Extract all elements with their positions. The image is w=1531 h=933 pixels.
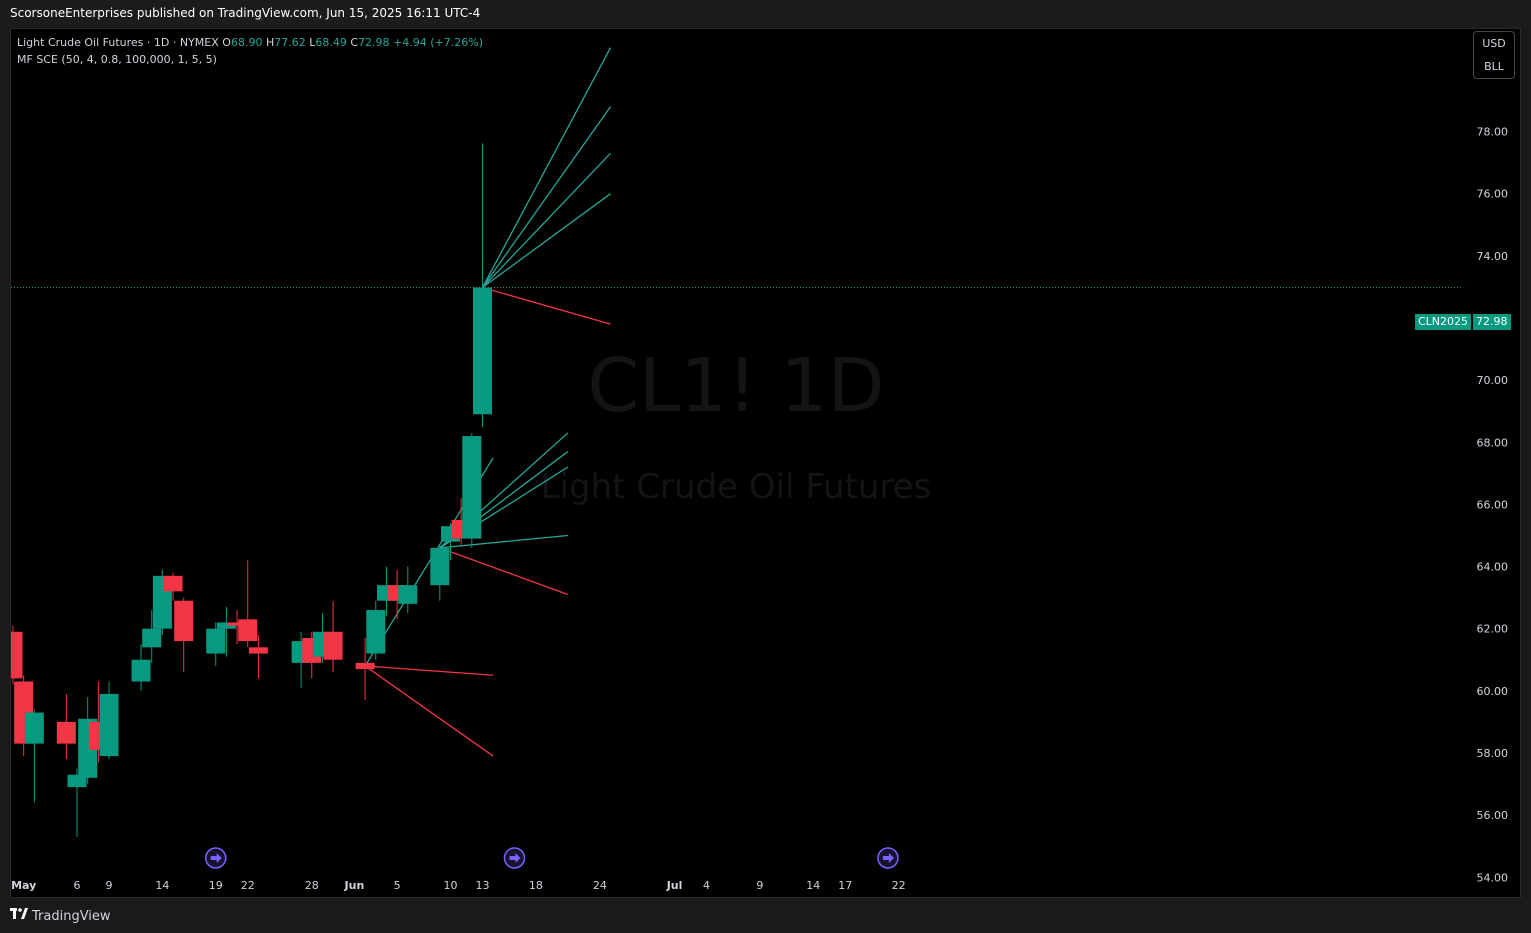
watermark-name: Light Crude Oil Futures [541, 467, 932, 507]
y-tick-label: 54.00 [1477, 871, 1509, 884]
close-value: 72.98 [358, 36, 390, 49]
event-arrow-icon [210, 853, 222, 863]
projection-line [439, 547, 569, 596]
candle-body [24, 712, 44, 744]
y-tick-label: 64.00 [1477, 561, 1509, 574]
projection-line [481, 106, 612, 288]
x-tick-label: 22 [241, 879, 255, 892]
footer: TradingView [0, 899, 1531, 933]
change-value: +4.94 (+7.26%) [393, 36, 484, 49]
x-tick-label: 22 [892, 879, 906, 892]
y-tick-label: 62.00 [1477, 623, 1509, 636]
watermark-symbol: CL1! 1D [587, 343, 884, 429]
candle-body [366, 610, 386, 654]
x-tick-label: 17 [838, 879, 852, 892]
projection-line [482, 152, 611, 288]
x-tick-label: 10 [443, 879, 457, 892]
candle-body [163, 575, 183, 592]
candle-body [142, 628, 162, 648]
candle-body [11, 631, 23, 679]
candlestick-chart[interactable]: CL1! 1D Light Crude Oil Futures 54.00 56.00… [11, 29, 1522, 899]
x-tick-label: 5 [394, 879, 401, 892]
currency-label[interactable]: USD [1482, 37, 1506, 50]
x-tick-label: Jun [344, 879, 365, 892]
x-tick-label: 28 [305, 879, 319, 892]
x-tick-label: 14 [155, 879, 169, 892]
candle-body [131, 659, 151, 682]
y-tick-label: 70.00 [1477, 374, 1509, 387]
projection-line [365, 665, 494, 676]
candle-body [323, 631, 343, 660]
candle-body [462, 436, 482, 539]
published-header: ScorsoneEnterprises published on Trading… [0, 0, 1531, 27]
symbol-title: Light Crude Oil Futures · 1D · NYMEX [17, 36, 219, 49]
candle-body [238, 619, 258, 642]
x-tick-label: 24 [593, 879, 607, 892]
open-label: O [222, 36, 231, 49]
candle-body [56, 721, 76, 744]
x-tick-label: 13 [475, 879, 489, 892]
projection-line [481, 47, 612, 288]
y-tick-label: 58.00 [1477, 747, 1509, 760]
price-tag-symbol: CLN2025 [1415, 314, 1472, 330]
x-tick-label: 18 [529, 879, 543, 892]
x-tick-label: 14 [806, 879, 820, 892]
x-tick-label: 4 [703, 879, 710, 892]
candle-body [99, 693, 119, 757]
x-tick-label: Jul [666, 879, 683, 892]
projection-line [482, 286, 611, 325]
unit-label[interactable]: BLL [1484, 60, 1504, 73]
x-tick-label: 9 [106, 879, 113, 892]
candle-body [248, 647, 268, 654]
candle-body [206, 628, 226, 654]
tradingview-logo-icon [10, 908, 28, 924]
event-arrow-icon [509, 853, 521, 863]
projection-line [364, 665, 494, 757]
ohlc-line: Light Crude Oil Futures · 1D · NYMEX O68… [17, 34, 483, 51]
low-label: L [309, 36, 316, 49]
tradingview-brand[interactable]: TradingView [10, 908, 111, 924]
y-tick-label: 56.00 [1477, 809, 1509, 822]
candle-body [174, 600, 194, 642]
last-price-tag: CLN2025 72.98 [1415, 314, 1511, 330]
event-arrow-icon [882, 853, 894, 863]
high-label: H [265, 36, 275, 49]
x-tick-label: May [11, 879, 36, 892]
indicator-legend[interactable]: MF SCE (50, 4, 0.8, 100,000, 1, 5, 5) [17, 53, 217, 66]
y-tick-label: 60.00 [1477, 685, 1509, 698]
candle-body [472, 287, 492, 415]
y-tick-label: 78.00 [1477, 126, 1509, 139]
projection-line [482, 193, 611, 289]
projection-line [439, 534, 568, 549]
candle-body [355, 662, 375, 670]
x-tick-label: 6 [74, 879, 81, 892]
currency-unit-selector[interactable]: USD BLL [1473, 31, 1515, 79]
close-label: C [350, 36, 359, 49]
candle-body [216, 622, 236, 629]
high-value: 77.62 [274, 36, 306, 49]
candle-body [398, 585, 418, 604]
price-tag-value: 72.98 [1473, 314, 1511, 330]
chart-area[interactable]: CL1! 1D Light Crude Oil Futures 54.00 56.00… [10, 28, 1521, 898]
y-tick-label: 74.00 [1477, 250, 1509, 263]
y-tick-label: 76.00 [1477, 188, 1509, 201]
y-tick-label: 66.00 [1477, 498, 1509, 511]
candle-body [227, 622, 247, 626]
open-value: 68.90 [230, 36, 263, 49]
tradingview-brand-label: TradingView [32, 908, 111, 924]
x-tick-label: 9 [756, 879, 763, 892]
candle-body [430, 547, 450, 586]
y-tick-label: 68.00 [1477, 436, 1509, 449]
published-text: ScorsoneEnterprises published on Trading… [10, 6, 481, 20]
chart-legend: Light Crude Oil Futures · 1D · NYMEX O68… [17, 34, 483, 68]
low-value: 68.49 [315, 36, 347, 49]
x-tick-label: 19 [209, 879, 223, 892]
